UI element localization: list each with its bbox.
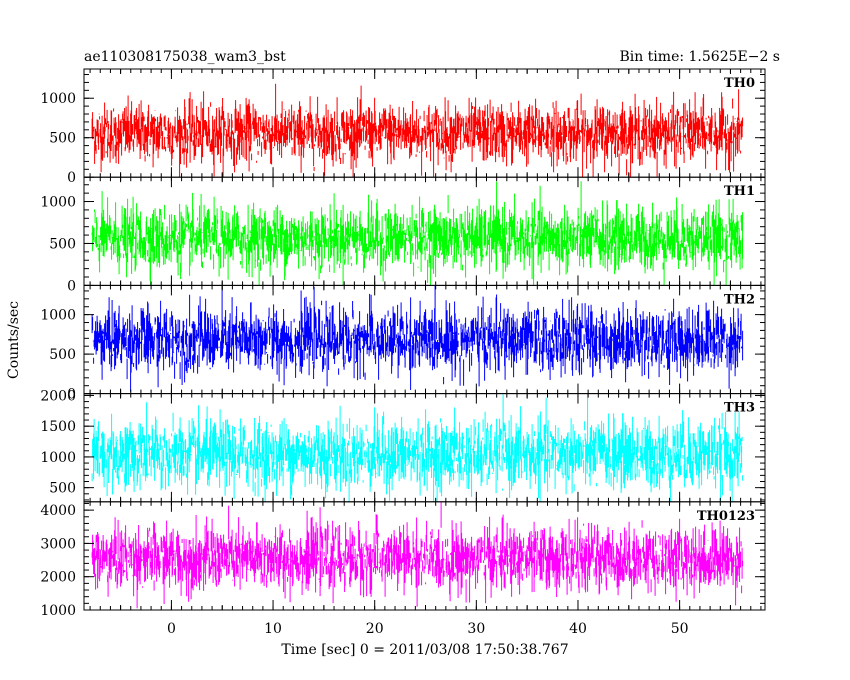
y-tick-label: 500 (49, 347, 76, 363)
y-tick-label: 1000 (40, 603, 76, 619)
x-axis: 0 10 20 30 40 50 (167, 621, 689, 637)
panel-th0: 0 500 1000 TH0 (40, 68, 766, 186)
y-tick-label: 1000 (40, 450, 76, 466)
y-tick-label: 500 (49, 236, 76, 252)
y-tick-label: 500 (49, 131, 76, 147)
series-th0123 (91, 501, 744, 609)
x-tick-label: 40 (569, 621, 587, 637)
y-tick-label: 2000 (40, 570, 76, 586)
panel-label: TH0 (724, 76, 755, 91)
panel-label: TH2 (724, 292, 755, 307)
bin-time-label: Bin time: 1.5625E−2 s (619, 49, 780, 65)
panel-label: TH1 (724, 184, 755, 199)
panel-th3: 500 1000 1500 2000 TH3 (40, 388, 766, 503)
y-tick-label: 1000 (40, 308, 76, 324)
panel-label: TH0123 (697, 509, 755, 524)
x-tick-label: 0 (167, 621, 176, 637)
y-tick-label: 0 (67, 170, 76, 186)
x-tick-label: 30 (467, 621, 485, 637)
series-th2 (91, 285, 744, 392)
x-tick-label: 50 (671, 621, 689, 637)
series-th3 (91, 393, 744, 502)
panel-label: TH3 (724, 401, 755, 416)
panels: 0 500 1000 TH0 0 500 1000 TH1 0 500 1000 TH2 500 1000… (40, 68, 766, 619)
x-tick-label: 10 (264, 621, 282, 637)
panel-frame (83, 501, 766, 611)
y-tick-label: 1000 (40, 91, 76, 107)
series-th0 (91, 83, 744, 178)
chart-title: ae110308175038_wam3_bst (84, 49, 286, 65)
y-tick-label: 3000 (40, 536, 76, 552)
x-tick-label: 20 (366, 621, 384, 637)
y-tick-label: 1500 (40, 419, 76, 435)
panel-th1: 0 500 1000 TH1 (40, 176, 766, 294)
x-axis-label: Time [sec] 0 = 2011/03/08 17:50:38.767 (281, 642, 568, 658)
y-tick-label: 500 (49, 481, 76, 497)
y-tick-label: 2000 (40, 388, 76, 404)
y-tick-label: 0 (67, 278, 76, 294)
y-tick-label: 4000 (40, 503, 76, 519)
y-tick-label: 0 (67, 387, 76, 403)
y-axis-label: Counts/sec (6, 301, 22, 379)
series-th1 (91, 181, 744, 286)
y-tick-label: 1000 (40, 195, 76, 211)
panel-th0123: 1000 2000 3000 4000 TH0123 (40, 501, 766, 619)
panel-th2: 0 500 1000 TH2 (40, 284, 766, 403)
